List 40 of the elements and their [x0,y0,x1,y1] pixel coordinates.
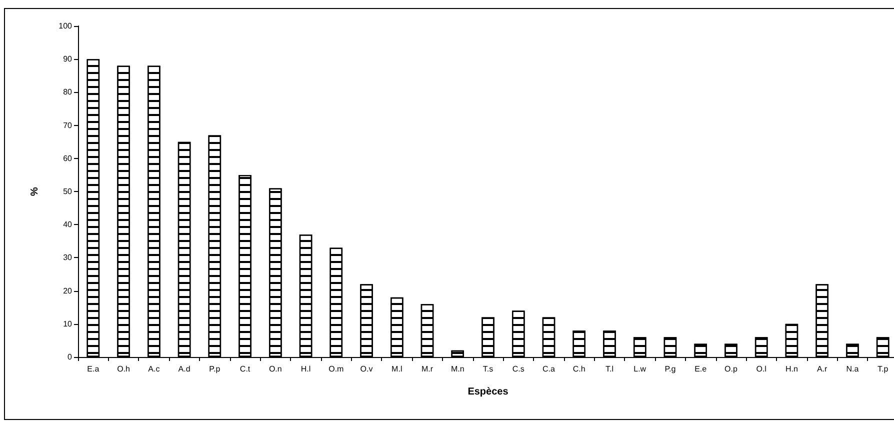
x-tick-label: H.n [785,364,798,374]
y-tick-label: 40 [63,220,73,230]
x-tick-label: E.e [694,364,708,374]
x-tick-label: O.n [268,364,282,374]
x-tick-label: H.l [300,364,311,374]
x-tick-label: O.l [756,364,767,374]
y-tick-label: 10 [63,319,73,328]
y-tick-label: 90 [63,54,73,64]
x-tick-label: O.h [117,364,130,374]
y-axis-title: % [30,186,40,196]
x-tick-label: O.p [724,364,738,374]
x-tick-label: L.w [634,364,646,374]
x-tick-label: C.h [572,364,586,374]
x-tick-label: C.s [512,364,524,374]
x-tick-label: M.n [450,364,464,374]
x-tick-label: A.d [178,364,190,374]
y-tick-label: 80 [63,88,73,97]
x-tick-label: T.l [605,364,614,374]
x-tick-label: N.a [846,364,860,374]
x-tick-label: M.l [392,364,402,374]
x-tick-label: P.p [209,364,221,374]
y-tick-label: 50 [63,187,73,196]
y-tick-label: 100 [58,22,73,30]
x-tick-label: E.a [87,364,100,374]
y-tick-label: 30 [63,253,73,262]
x-tick-label: T.s [482,364,494,374]
x-tick-label: O.v [360,364,373,374]
y-tick-label: 0 [68,352,73,362]
y-tick-label: 70 [63,120,73,130]
x-tick-label: C.t [240,364,251,374]
y-tick-label: 60 [63,154,73,163]
x-tick-label: C.a [542,364,556,374]
x-tick-label: M.r [421,364,434,374]
x-tick-label: P.g [664,364,676,374]
x-tick-label: T.p [877,364,889,374]
x-tick-label: A.r [816,364,828,374]
y-tick-label: 20 [63,286,73,296]
x-tick-label: A.c [148,364,160,374]
x-tick-label: O.m [328,364,344,374]
x-axis-title: Espèces [468,386,509,398]
